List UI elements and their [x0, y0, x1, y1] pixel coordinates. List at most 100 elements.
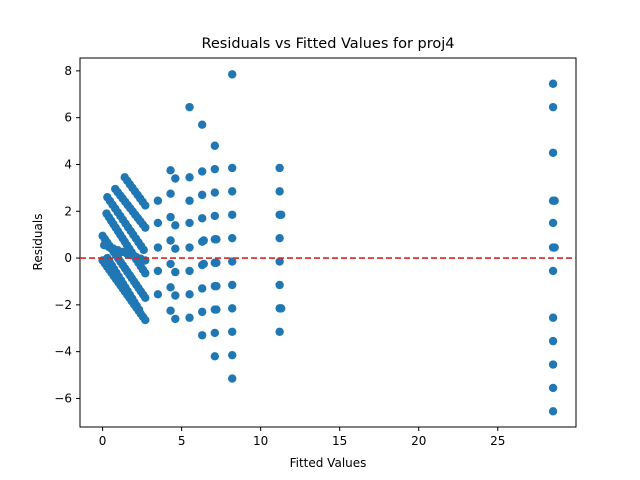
data-point [212, 258, 221, 267]
data-point [228, 70, 237, 79]
y-tick-label: 6 [64, 111, 72, 125]
data-point [153, 196, 163, 205]
y-axis-ticks: −6 −4 −2 0 2 4 6 8 [54, 64, 80, 405]
data-point [185, 102, 194, 112]
data-point [185, 218, 194, 228]
data-point [548, 79, 558, 88]
data-point [141, 293, 150, 303]
data-point [548, 102, 558, 112]
data-point [197, 331, 207, 340]
y-tick-label: 0 [64, 251, 72, 265]
data-point [141, 201, 150, 210]
data-point [185, 290, 194, 299]
data-point [153, 218, 163, 228]
data-point [275, 233, 284, 243]
data-point [197, 284, 207, 293]
data-point [153, 290, 163, 299]
data-point [153, 266, 163, 276]
data-point [548, 407, 558, 416]
y-tick-label: −2 [54, 298, 72, 312]
data-point [548, 266, 558, 276]
x-tick-label: 10 [253, 434, 268, 448]
x-tick-label: 25 [490, 434, 505, 448]
data-point [185, 196, 194, 205]
x-tick-label: 0 [99, 434, 107, 448]
data-point [228, 233, 237, 243]
data-point [185, 313, 194, 322]
data-point [548, 336, 558, 346]
data-point [228, 304, 237, 313]
data-point [199, 236, 208, 245]
data-point [197, 167, 207, 176]
data-point [141, 223, 150, 232]
data-point [210, 141, 220, 150]
data-point [548, 148, 558, 157]
y-axis-label: Residuals [31, 214, 45, 271]
data-point [275, 163, 284, 173]
data-point [210, 328, 220, 338]
data-point [550, 243, 559, 252]
data-point [548, 313, 558, 322]
data-point [228, 257, 237, 266]
data-point [166, 212, 175, 222]
data-point [171, 267, 180, 277]
data-point [171, 291, 180, 300]
data-point [141, 269, 150, 278]
data-point [210, 164, 220, 174]
data-point [166, 236, 175, 245]
data-point [166, 283, 175, 292]
data-point [171, 314, 180, 324]
data-point [171, 174, 180, 183]
data-point [228, 374, 237, 383]
y-tick-label: −4 [54, 345, 72, 359]
data-point [166, 189, 175, 198]
data-point [212, 235, 221, 244]
data-point [228, 210, 237, 219]
data-point [210, 352, 220, 361]
data-point [199, 259, 208, 269]
data-point [166, 166, 175, 175]
plot-frame [79, 57, 577, 428]
data-point [228, 327, 237, 336]
y-tick-label: −6 [54, 391, 72, 405]
data-point [197, 120, 207, 129]
data-point [210, 211, 220, 221]
data-point [277, 304, 286, 313]
data-point [228, 350, 237, 360]
data-point [228, 280, 237, 290]
x-axis-label: Fitted Values [290, 456, 367, 470]
x-tick-label: 20 [411, 434, 426, 448]
x-axis-ticks: 0 5 10 15 20 25 [99, 427, 505, 448]
data-point [550, 196, 559, 205]
chart-title: Residuals vs Fitted Values for proj4 [201, 36, 454, 52]
data-point [166, 259, 175, 269]
data-point [212, 281, 221, 291]
y-tick-label: 4 [64, 157, 72, 171]
data-point [548, 360, 558, 369]
data-point [275, 187, 284, 196]
plot-area [79, 57, 577, 428]
data-point [153, 243, 163, 252]
y-tick-label: 8 [64, 64, 72, 78]
data-point [171, 244, 180, 253]
data-point [275, 257, 284, 266]
data-point [141, 315, 150, 325]
data-point [185, 243, 194, 252]
data-points [98, 70, 559, 416]
data-point [185, 266, 194, 276]
data-point [275, 327, 284, 336]
x-tick-label: 15 [332, 434, 347, 448]
data-point [275, 280, 284, 290]
data-point [171, 221, 180, 230]
data-point [210, 188, 220, 197]
data-point [277, 210, 286, 219]
data-point [212, 305, 221, 314]
data-point [139, 245, 148, 255]
data-point [197, 214, 207, 223]
data-point [548, 218, 558, 228]
y-tick-label: 2 [64, 204, 72, 218]
data-point [228, 187, 237, 196]
data-point [197, 307, 207, 317]
